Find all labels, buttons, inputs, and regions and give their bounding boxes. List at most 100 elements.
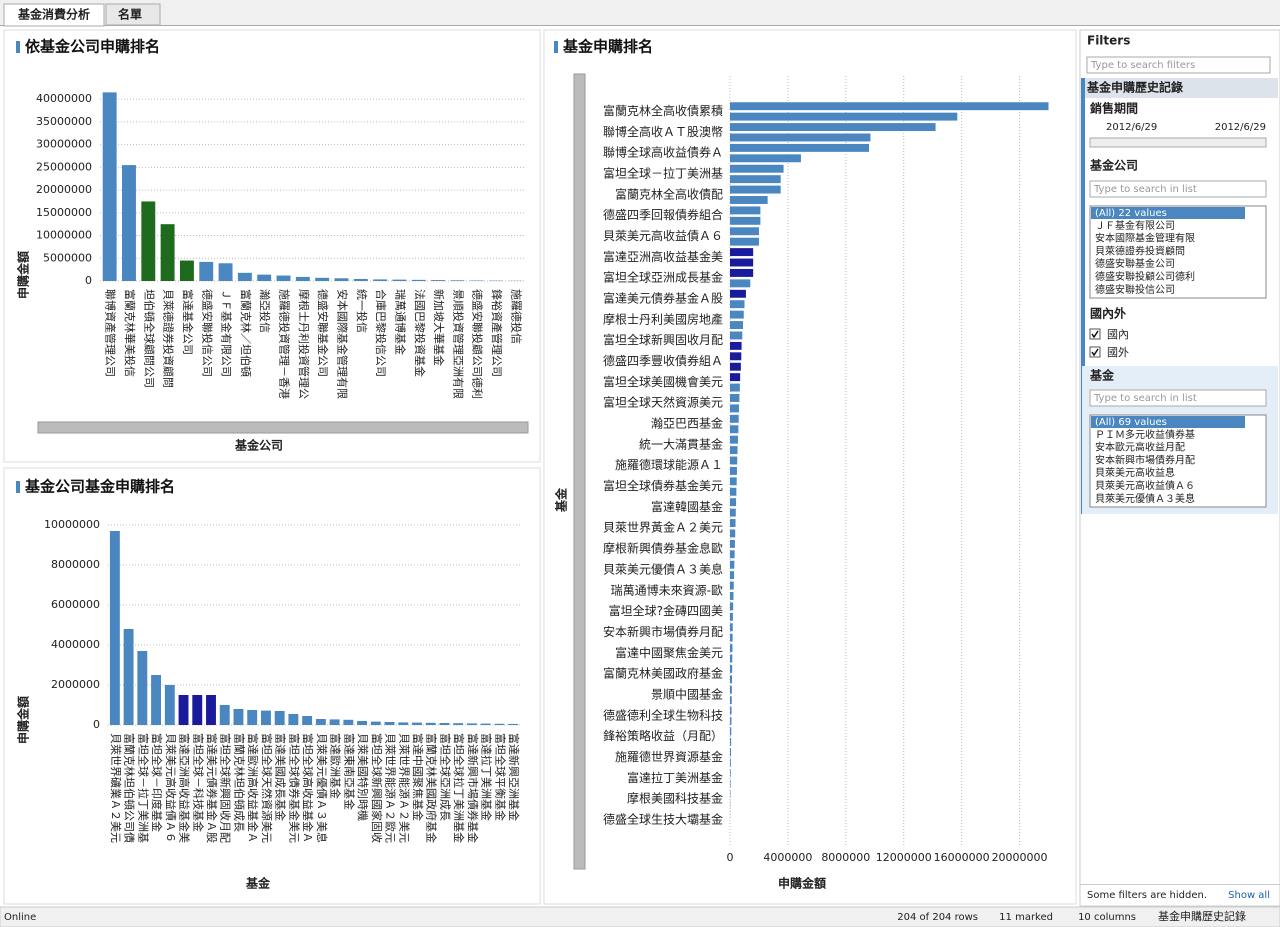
list-item[interactable]: 貝萊美元優債Ａ３美息 (1095, 492, 1195, 505)
list-item[interactable]: (All) 69 values (1095, 417, 1167, 428)
x-tick-label: 法國巴黎投資基金 (413, 289, 427, 377)
search-box[interactable] (1089, 180, 1267, 198)
y-tick-label: 德盛德利全球生物科技 (603, 707, 723, 722)
tab[interactable] (3, 3, 105, 27)
bar (160, 224, 175, 281)
y-axis-label[interactable]: 基金 (554, 487, 569, 513)
x-tick-label: 富坦全球拉丁美洲基金 (452, 733, 466, 843)
search-placeholder[interactable]: Type to search in list (1093, 184, 1197, 195)
bar (730, 154, 801, 163)
list-item[interactable]: ＰＩＭ多元收益債券基 (1095, 428, 1195, 441)
tab-label[interactable]: 名單 (118, 7, 142, 22)
list-item[interactable]: 安本歐元高收益月配 (1095, 441, 1185, 454)
bar (730, 414, 739, 423)
search-placeholder[interactable]: Type to search in list (1093, 393, 1197, 404)
bar (730, 612, 733, 621)
bar (730, 373, 741, 382)
bar (233, 709, 244, 725)
y-tick-label: 聯博全球高收益債券Ａ (603, 145, 723, 160)
bar (730, 216, 761, 225)
y-tick-label: 德盛四季豐收債券組Ａ (603, 353, 723, 368)
bar (453, 723, 464, 725)
y-tick-label: 30000000 (36, 138, 92, 151)
search-box[interactable] (1089, 389, 1267, 407)
list-item[interactable]: (All) 22 values (1095, 208, 1167, 219)
chart-title: 依基金公司申購排名 (25, 38, 160, 56)
bar (730, 498, 737, 507)
y-axis-label[interactable]: 申購金額 (16, 696, 31, 744)
search-box[interactable] (1086, 56, 1271, 74)
y-tick-label: 摩根新興債券基金息歐 (603, 541, 723, 556)
bar (276, 275, 291, 281)
x-tick-label: 富達歐洲基金 (329, 733, 343, 799)
x-axis-label[interactable]: 申購金額 (778, 876, 826, 891)
x-tick-label: 富坦全球新興國家固收 (370, 733, 384, 843)
x-tick-label: 景順投資管理亞洲有限 (451, 289, 465, 399)
bar (179, 260, 194, 281)
date-from: 2012/6/29 (1106, 122, 1157, 133)
x-axis-label[interactable]: 基金公司 (234, 438, 283, 453)
list-item[interactable]: ＪＦ基金有限公司 (1095, 219, 1175, 232)
bar (466, 723, 477, 725)
tab-label[interactable]: 基金消費分析 (17, 7, 90, 22)
x-tick-label: 12000000 (876, 851, 932, 864)
bar (730, 352, 742, 361)
bar (730, 248, 754, 257)
list-item[interactable]: 德盛安聯投顧公司德利 (1095, 270, 1195, 283)
y-tick-label: 富坦全球亞洲成長基金 (603, 270, 723, 285)
bar (141, 201, 156, 281)
list-item[interactable]: 安本國際基金管理有限 (1095, 232, 1195, 245)
y-tick-label: 6000000 (51, 598, 100, 611)
x-tick-label: 16000000 (934, 851, 990, 864)
list-item[interactable]: 貝萊美元高收益債Ａ６ (1095, 479, 1195, 492)
x-tick-label: 富坦全球天然資源美元 (260, 733, 274, 843)
bar (730, 633, 733, 642)
scrollbar[interactable] (37, 421, 529, 434)
list-box[interactable] (1089, 414, 1267, 508)
x-tick-label: 瀚亞投信 (258, 289, 272, 333)
bar (480, 723, 491, 725)
scrollbar[interactable] (573, 73, 586, 870)
x-tick-label: 富坦全球－科技基金 (191, 733, 205, 832)
list-item[interactable]: 德盛安聯基金公司 (1095, 257, 1175, 270)
title-marker (554, 41, 558, 53)
list-item[interactable]: 貝萊美元高收益息 (1095, 466, 1175, 479)
y-tick-label: 25000000 (36, 160, 92, 173)
title-marker (16, 481, 20, 493)
bar (730, 685, 732, 694)
x-tick-label: 富達中國聚焦基金 (411, 733, 425, 821)
x-tick-label: 坦伯頓全球顧問公司 (142, 289, 156, 388)
bar (494, 723, 505, 725)
show-all-link[interactable]: Show all (1228, 890, 1270, 901)
bar (237, 272, 252, 281)
search-placeholder[interactable]: Type to search filters (1090, 60, 1195, 71)
bar (431, 280, 446, 281)
list-item[interactable]: 貝萊德證券投資顧問 (1095, 244, 1185, 257)
bar (508, 723, 519, 725)
y-tick-label: 10000000 (36, 229, 92, 242)
bar (730, 508, 736, 517)
checkbox-label[interactable]: 國內 (1107, 328, 1129, 341)
list-box[interactable] (1089, 205, 1267, 299)
list-item[interactable]: 安本新興市場債券月配 (1095, 453, 1195, 466)
range-slider[interactable] (1089, 137, 1267, 148)
checkbox[interactable] (1089, 346, 1101, 358)
table-marker (1081, 78, 1085, 514)
x-tick-label: 富蘭克林華美投信 (123, 289, 137, 377)
y-axis-label[interactable]: 申購金額 (16, 251, 31, 299)
tab[interactable] (105, 3, 161, 26)
checkbox-label[interactable]: 國外 (1107, 346, 1129, 359)
bar (730, 758, 731, 767)
bar (730, 654, 733, 663)
bar (123, 629, 134, 725)
bar (357, 721, 368, 725)
filter-label: 銷售期間 (1090, 101, 1138, 116)
bar (384, 722, 395, 725)
x-tick-label: 富蘭克林坦伯頓公司債 (123, 733, 137, 843)
x-axis-label[interactable]: 基金 (245, 876, 271, 891)
list-item[interactable]: 德盛安聯投信公司 (1095, 283, 1175, 296)
bar (730, 675, 733, 684)
checkbox[interactable] (1089, 328, 1101, 340)
x-tick-label: 安本國際基金管理有限 (335, 289, 349, 399)
bar (730, 602, 734, 611)
